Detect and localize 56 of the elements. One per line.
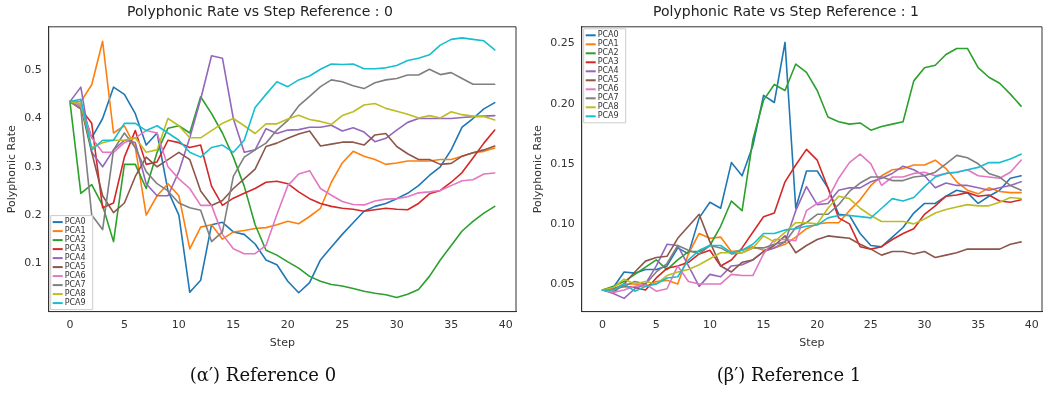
legend-label: PCA6 [64, 271, 86, 281]
y-tick-label: 0.2 [24, 207, 42, 221]
y-tick-label: 0.05 [550, 276, 575, 290]
x-tick-label: 20 [810, 318, 825, 332]
legend-label: PCA5 [597, 75, 619, 85]
text: (α′) Reference 0 [189, 364, 337, 385]
legend-label: PCA4 [64, 253, 86, 263]
y-tick-label: 0.4 [24, 111, 42, 125]
x-tick-label: 40 [1024, 318, 1039, 332]
legend-label: PCA2 [597, 48, 619, 58]
y-axis-title: Polyphonic Rate [5, 124, 19, 214]
x-tick-label: 35 [444, 318, 459, 332]
x-tick-label: 15 [226, 318, 241, 332]
x-tick-label: 5 [652, 318, 660, 332]
x-tick-label: 30 [389, 318, 404, 332]
y-tick-label: 0.3 [24, 159, 42, 173]
y-tick-label: 0.25 [550, 36, 575, 50]
x-tick-label: 0 [66, 318, 74, 332]
legend-label: PCA2 [64, 235, 86, 245]
x-tick-label: 10 [702, 318, 717, 332]
x-tick-label: 15 [756, 318, 771, 332]
legend-label: PCA0 [64, 217, 86, 227]
y-tick-label: 0.20 [550, 96, 575, 110]
legend-label: PCA7 [597, 93, 619, 103]
legend-label: PCA1 [64, 226, 86, 236]
legend-label: PCA8 [597, 102, 619, 112]
legend-label: PCA9 [597, 111, 619, 121]
x-tick-label: 20 [280, 318, 295, 332]
x-axis-title: Step [799, 336, 825, 350]
legend-label: PCA4 [597, 66, 619, 76]
x-tick-label: 30 [917, 318, 932, 332]
y-tick-label: 0.15 [550, 156, 575, 170]
text: (β′) Reference 1 [716, 364, 862, 385]
legend-label: PCA7 [64, 280, 86, 290]
legend-label: PCA5 [64, 262, 86, 272]
y-tick-label: 0.5 [24, 63, 42, 77]
legend-label: PCA1 [597, 39, 619, 49]
legend-label: PCA3 [597, 57, 619, 67]
x-tick-label: 25 [863, 318, 878, 332]
legend-label: PCA8 [64, 289, 86, 299]
x-tick-label: 25 [335, 318, 350, 332]
y-tick-label: 0.10 [550, 216, 575, 230]
x-axis-title: Step [269, 336, 295, 350]
x-tick-label: 35 [971, 318, 986, 332]
legend-label: PCA9 [64, 298, 86, 308]
x-tick-label: 40 [498, 318, 513, 332]
chart-title: Polyphonic Rate vs Step Reference : 1 [653, 3, 919, 20]
legend-label: PCA0 [597, 30, 619, 40]
x-tick-label: 5 [120, 318, 128, 332]
y-tick-label: 0.1 [24, 256, 42, 270]
chart-title: Polyphonic Rate vs Step Reference : 0 [127, 3, 393, 20]
legend-label: PCA6 [597, 84, 619, 94]
y-axis-title: Polyphonic Rate [531, 124, 545, 214]
legend-label: PCA3 [64, 244, 86, 254]
x-tick-label: 10 [171, 318, 186, 332]
x-tick-label: 0 [599, 318, 607, 332]
